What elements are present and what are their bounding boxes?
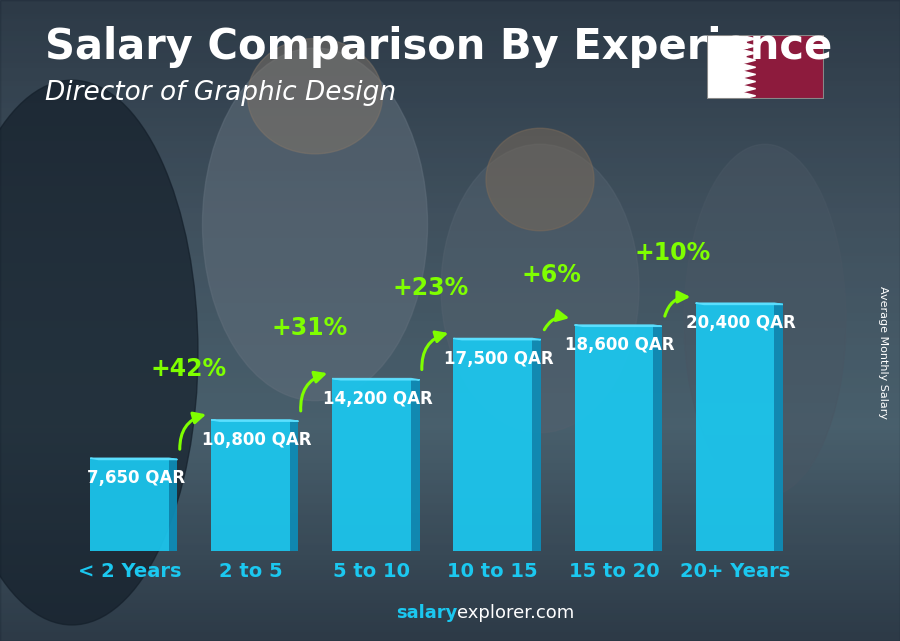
Bar: [90, 458, 169, 551]
Text: explorer.com: explorer.com: [457, 604, 574, 622]
Bar: [696, 303, 774, 551]
Ellipse shape: [441, 144, 639, 433]
Text: +10%: +10%: [634, 240, 711, 265]
Polygon shape: [742, 85, 756, 92]
Text: +42%: +42%: [150, 358, 227, 381]
Polygon shape: [742, 78, 756, 85]
Bar: [332, 379, 411, 551]
Text: Director of Graphic Design: Director of Graphic Design: [45, 80, 396, 106]
Polygon shape: [742, 35, 756, 42]
Ellipse shape: [684, 144, 846, 497]
Polygon shape: [212, 420, 299, 421]
Bar: [574, 325, 653, 551]
Polygon shape: [90, 458, 177, 460]
Text: 14,200 QAR: 14,200 QAR: [323, 390, 433, 408]
Text: +31%: +31%: [271, 316, 347, 340]
Bar: [212, 420, 290, 551]
Bar: [169, 458, 177, 551]
Polygon shape: [742, 71, 756, 78]
Polygon shape: [742, 92, 756, 99]
Bar: [411, 379, 419, 551]
Polygon shape: [742, 42, 756, 49]
Text: 10,800 QAR: 10,800 QAR: [202, 431, 311, 449]
Bar: [653, 325, 662, 551]
Polygon shape: [742, 56, 756, 63]
Polygon shape: [454, 338, 541, 340]
Text: 18,600 QAR: 18,600 QAR: [565, 336, 675, 354]
Bar: [706, 35, 742, 99]
Bar: [742, 35, 824, 99]
Bar: [290, 420, 299, 551]
Bar: [774, 303, 783, 551]
Ellipse shape: [202, 48, 428, 401]
Text: +6%: +6%: [522, 263, 581, 287]
Ellipse shape: [486, 128, 594, 231]
Ellipse shape: [0, 80, 198, 625]
Text: +23%: +23%: [392, 276, 469, 300]
Text: 20,400 QAR: 20,400 QAR: [686, 314, 796, 332]
Text: Average Monthly Salary: Average Monthly Salary: [878, 286, 887, 419]
Polygon shape: [742, 49, 756, 56]
Text: 7,650 QAR: 7,650 QAR: [86, 469, 184, 487]
Bar: [532, 338, 541, 551]
Polygon shape: [332, 379, 419, 380]
Text: 17,500 QAR: 17,500 QAR: [444, 349, 554, 367]
Polygon shape: [696, 303, 783, 304]
Text: Salary Comparison By Experience: Salary Comparison By Experience: [45, 26, 832, 68]
Polygon shape: [574, 325, 662, 326]
Bar: [454, 338, 532, 551]
Polygon shape: [742, 63, 756, 71]
Text: salary: salary: [396, 604, 457, 622]
Ellipse shape: [248, 38, 382, 154]
